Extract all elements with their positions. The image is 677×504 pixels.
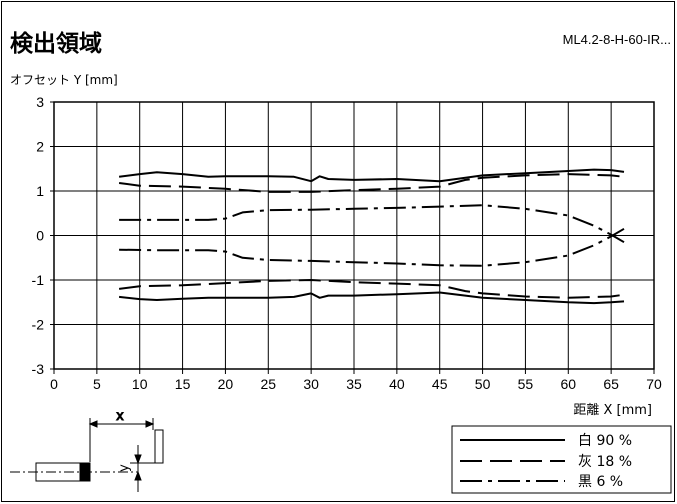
y-tick-label: 1	[36, 183, 44, 199]
y-tick-label: 2	[36, 139, 44, 155]
x-tick-labels: 0 5 10 15 20 25 30 35 40 45 50 55 60 65 70	[50, 376, 662, 392]
x-tick-label: 0	[50, 376, 58, 392]
y-tick-labels: 3 2 1 0 -1 -2 -3	[32, 94, 45, 377]
plot-area-border	[53, 101, 655, 370]
y-dimension-label: y	[117, 464, 132, 472]
legend: 白 90 % 灰 18 % 黒 6 %	[451, 425, 672, 494]
x-tick-label: 70	[646, 376, 662, 392]
legend-label: 黒 6 %	[578, 474, 623, 490]
x-tick-label: 15	[175, 376, 191, 392]
y-tick-label: -2	[32, 317, 45, 333]
x-dimension-label: x	[116, 409, 124, 424]
legend-label: 灰 18 %	[578, 454, 632, 470]
y-tick-label: -3	[32, 361, 45, 377]
series-line-solid-lower	[118, 291, 625, 305]
chart-grid	[50, 101, 655, 374]
x-tick-label: 60	[560, 376, 576, 392]
y-axis-label: オフセット Y [mm]	[10, 73, 118, 87]
series-line-dashdot-upper	[119, 204, 625, 244]
y-tick-label: -1	[32, 272, 45, 288]
x-tick-label: 45	[432, 376, 448, 392]
series-line-dash-upper	[118, 173, 625, 193]
sensor-diagram: x y	[10, 409, 164, 492]
x-tick-label: 25	[260, 376, 276, 392]
series-line-dashdot-lower	[119, 227, 625, 267]
x-axis-label: 距離 X [mm]	[573, 403, 652, 418]
model-number: ML4.2-8-H-60-IR...	[562, 32, 671, 47]
x-tick-label: 20	[218, 376, 234, 392]
y-tick-label: 0	[36, 228, 44, 244]
target-object	[154, 429, 164, 464]
chart-series	[118, 168, 625, 305]
x-tick-label: 30	[303, 376, 319, 392]
x-tick-label: 5	[93, 376, 101, 392]
x-tick-label: 65	[603, 376, 619, 392]
x-tick-label: 40	[389, 376, 405, 392]
figure-title: 検出領域	[10, 31, 102, 57]
series-line-dash-lower	[118, 279, 625, 299]
x-tick-label: 35	[346, 376, 362, 392]
y-tick-label: 3	[36, 94, 44, 110]
x-tick-label: 10	[132, 376, 148, 392]
series-line-solid-upper	[118, 168, 625, 183]
x-tick-label: 55	[518, 376, 534, 392]
legend-label: 白 90 %	[578, 433, 632, 449]
x-tick-label: 50	[475, 376, 491, 392]
